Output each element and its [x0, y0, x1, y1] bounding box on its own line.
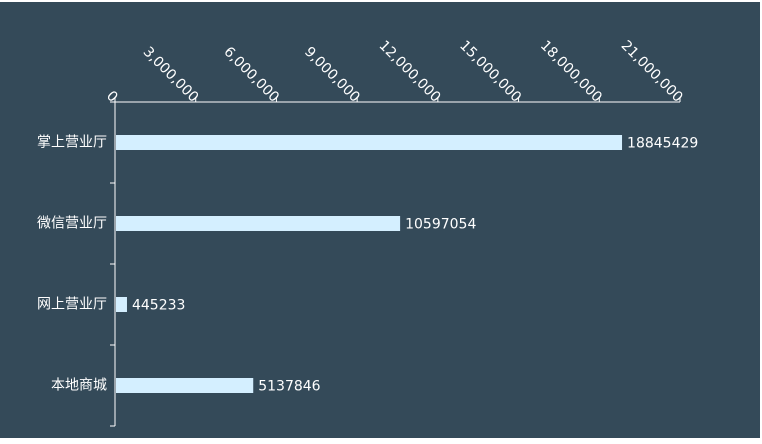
bar-value-label: 18845429 — [627, 136, 698, 152]
bar-value-labels: 18845429 10597054 445233 5137846 — [132, 136, 698, 395]
category-axis-ticks — [110, 101, 115, 427]
category-label: 微信营业厅 — [37, 216, 107, 232]
category-label: 本地商城 — [51, 378, 107, 394]
bar — [116, 297, 127, 312]
bar — [116, 216, 401, 231]
bar-value-label: 10597054 — [405, 217, 476, 233]
category-label: 掌上营业厅 — [37, 135, 107, 151]
bar-value-label: 5137846 — [258, 379, 320, 395]
bar — [116, 378, 254, 393]
category-label: 网上营业厅 — [37, 297, 107, 313]
bar-value-label: 445233 — [132, 298, 185, 314]
bar — [116, 135, 623, 150]
value-axis-ticks — [114, 97, 681, 102]
bar-series — [116, 135, 623, 393]
